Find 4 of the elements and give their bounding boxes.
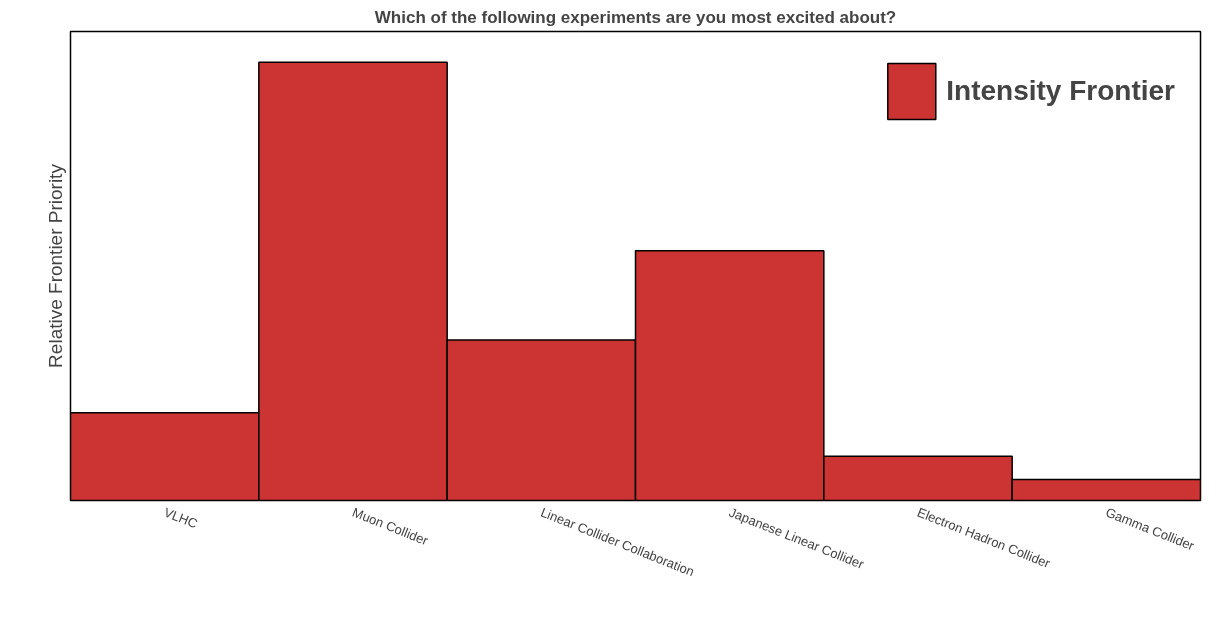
- chart-title: Which of the following experiments are you most excited about?: [374, 7, 897, 27]
- x-tick-label: VLHC: [161, 504, 200, 532]
- legend-label: Intensity Frontier: [946, 75, 1175, 107]
- y-axis-title: Relative Frontier Priority: [44, 163, 66, 368]
